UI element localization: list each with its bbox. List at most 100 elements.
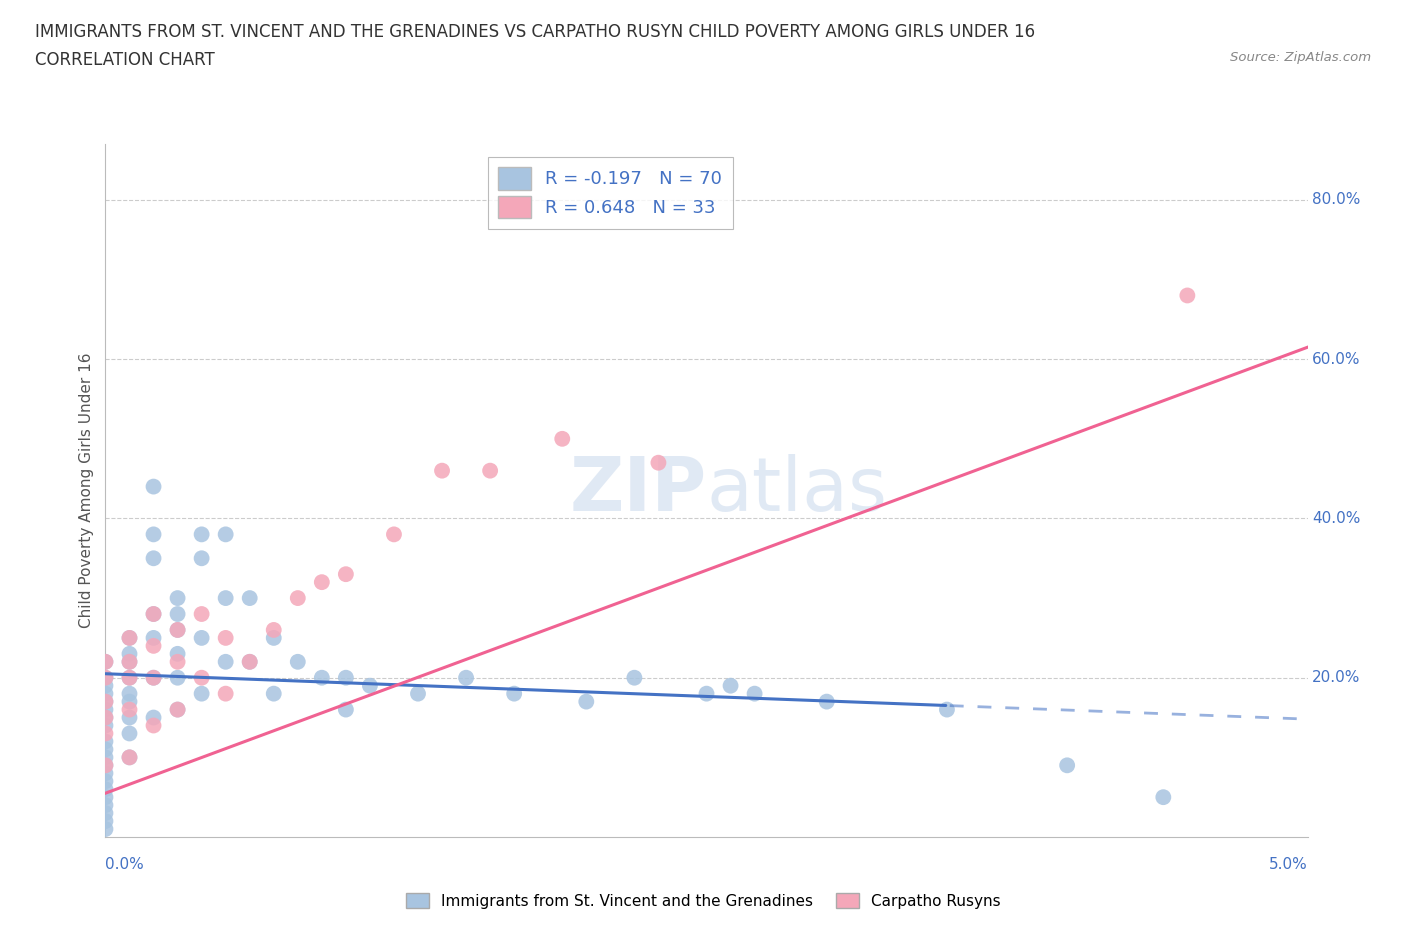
Point	[166, 655, 188, 670]
Point	[94, 782, 117, 797]
Legend: Immigrants from St. Vincent and the Grenadines, Carpatho Rusyns: Immigrants from St. Vincent and the Gren…	[399, 886, 1007, 915]
Point	[94, 655, 117, 670]
Point	[166, 646, 188, 661]
Point	[263, 631, 285, 645]
Point	[190, 686, 212, 701]
Point	[936, 702, 959, 717]
Point	[359, 678, 381, 693]
Text: 40.0%: 40.0%	[1312, 511, 1360, 526]
Point	[118, 702, 141, 717]
Point	[94, 711, 117, 725]
Point	[118, 726, 141, 741]
Point	[94, 702, 117, 717]
Point	[335, 702, 357, 717]
Point	[382, 527, 405, 542]
Point	[263, 622, 285, 637]
Text: CORRELATION CHART: CORRELATION CHART	[35, 51, 215, 69]
Point	[454, 671, 477, 685]
Point	[214, 591, 236, 605]
Point	[142, 638, 165, 653]
Point	[287, 591, 309, 605]
Point	[190, 606, 212, 621]
Text: IMMIGRANTS FROM ST. VINCENT AND THE GRENADINES VS CARPATHO RUSYN CHILD POVERTY A: IMMIGRANTS FROM ST. VINCENT AND THE GREN…	[35, 23, 1035, 41]
Point	[142, 479, 165, 494]
Point	[214, 527, 236, 542]
Point	[94, 671, 117, 685]
Point	[142, 671, 165, 685]
Text: 80.0%: 80.0%	[1312, 193, 1360, 207]
Point	[503, 686, 526, 701]
Point	[1152, 790, 1174, 804]
Point	[118, 631, 141, 645]
Point	[94, 718, 117, 733]
Point	[94, 734, 117, 749]
Point	[94, 790, 117, 804]
Point	[406, 686, 429, 701]
Point	[94, 694, 117, 709]
Legend: R = -0.197   N = 70, R = 0.648   N = 33: R = -0.197 N = 70, R = 0.648 N = 33	[488, 156, 733, 229]
Point	[311, 671, 333, 685]
Y-axis label: Child Poverty Among Girls Under 16: Child Poverty Among Girls Under 16	[79, 352, 94, 629]
Point	[94, 765, 117, 780]
Point	[94, 694, 117, 709]
Point	[311, 575, 333, 590]
Point	[647, 456, 669, 471]
Point	[166, 702, 188, 717]
Point	[623, 671, 645, 685]
Point	[94, 655, 117, 670]
Point	[551, 432, 574, 446]
Point	[94, 726, 117, 741]
Point	[94, 742, 117, 757]
Text: atlas: atlas	[707, 454, 887, 527]
Point	[94, 711, 117, 725]
Point	[263, 686, 285, 701]
Point	[142, 671, 165, 685]
Point	[190, 527, 212, 542]
Point	[214, 686, 236, 701]
Point	[166, 606, 188, 621]
Point	[696, 686, 718, 701]
Point	[335, 671, 357, 685]
Point	[118, 671, 141, 685]
Point	[142, 631, 165, 645]
Point	[118, 655, 141, 670]
Text: 60.0%: 60.0%	[1312, 352, 1360, 366]
Point	[118, 750, 141, 764]
Point	[142, 551, 165, 565]
Point	[190, 671, 212, 685]
Point	[94, 821, 117, 836]
Point	[94, 798, 117, 813]
Point	[94, 678, 117, 693]
Point	[815, 694, 838, 709]
Point	[1175, 288, 1198, 303]
Point	[94, 758, 117, 773]
Text: Source: ZipAtlas.com: Source: ZipAtlas.com	[1230, 51, 1371, 64]
Point	[166, 671, 188, 685]
Point	[166, 622, 188, 637]
Text: 20.0%: 20.0%	[1312, 671, 1360, 685]
Point	[142, 606, 165, 621]
Point	[575, 694, 598, 709]
Point	[94, 814, 117, 829]
Point	[239, 591, 262, 605]
Point	[94, 758, 117, 773]
Point	[190, 631, 212, 645]
Point	[118, 646, 141, 661]
Point	[118, 631, 141, 645]
Point	[1056, 758, 1078, 773]
Point	[94, 686, 117, 701]
Point	[479, 463, 502, 478]
Point	[142, 711, 165, 725]
Point	[430, 463, 453, 478]
Point	[142, 606, 165, 621]
Point	[94, 774, 117, 789]
Point	[118, 711, 141, 725]
Point	[118, 750, 141, 764]
Point	[94, 805, 117, 820]
Point	[94, 671, 117, 685]
Text: 0.0%: 0.0%	[105, 857, 145, 872]
Point	[214, 655, 236, 670]
Point	[720, 678, 742, 693]
Point	[287, 655, 309, 670]
Point	[166, 622, 188, 637]
